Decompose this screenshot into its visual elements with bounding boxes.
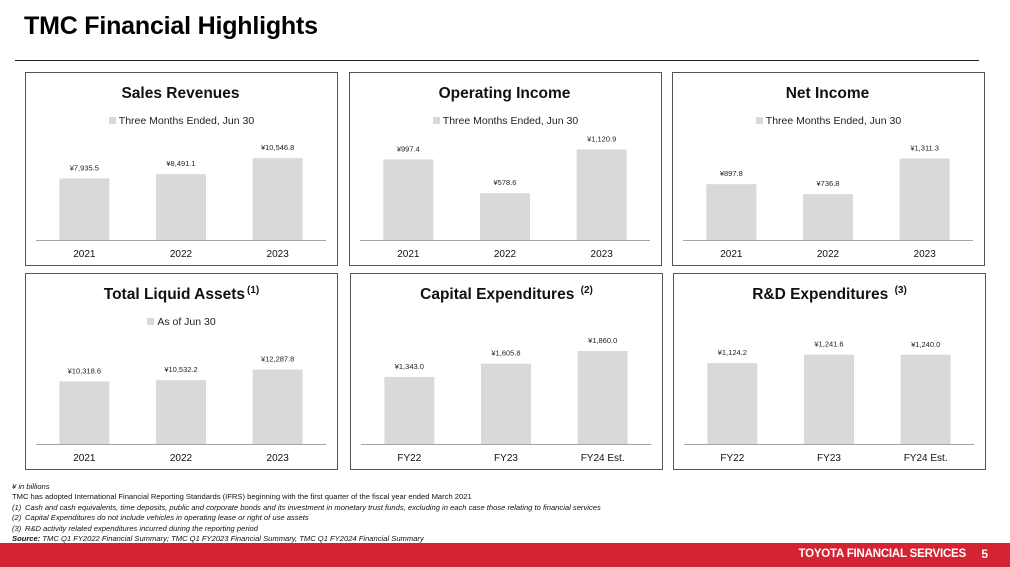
bar-fy23 (481, 363, 531, 444)
chart-panel-capital-expenditures: Capital Expenditures (2) ¥1,343.0 FY22 ¥1,… (350, 273, 663, 470)
x-tick-label: FY22 (397, 453, 421, 464)
data-label: ¥736.8 (817, 179, 840, 188)
chart-panel-sales-revenues: Sales Revenues Three Months Ended, Jun 3… (25, 72, 338, 266)
data-label: ¥1,605.8 (491, 349, 520, 358)
unit-note: ¥ in billions (12, 482, 50, 491)
bar-2021 (383, 159, 434, 240)
source-note: Source: TMC Q1 FY2022 Financial Summary;… (12, 534, 424, 544)
x-tick-label: FY23 (817, 453, 841, 464)
footer-brand: TOYOTA FINANCIAL SERVICES (798, 548, 966, 560)
x-tick-label: 2023 (591, 249, 614, 260)
bar-fy23 (804, 354, 854, 444)
footnote-3: (3) R&D activity related expenditures inc… (12, 523, 258, 533)
bar-2022 (156, 174, 206, 240)
data-label: ¥10,546.8 (261, 143, 294, 152)
chart-legend: Three Months Ended, Jun 30 (350, 115, 661, 127)
data-label: ¥1,120.9 (587, 134, 616, 143)
x-tick-label: 2023 (267, 453, 290, 464)
chart-title: Operating Income (438, 85, 571, 102)
x-tick-label: 2023 (914, 249, 937, 260)
data-label: ¥1,124.2 (718, 348, 747, 357)
x-tick-label: FY24 Est. (581, 453, 625, 464)
footnote-2: (2) Capital Expenditures do not include v… (12, 513, 309, 523)
data-label: ¥997.4 (397, 144, 420, 153)
chart-legend: As of Jun 30 (26, 316, 337, 328)
data-label: ¥578.6 (494, 178, 517, 187)
data-label: ¥10,532.2 (164, 365, 197, 374)
bar-chart-svg: ¥1,343.0 FY22 ¥1,605.8 FY23 ¥1,860.0 FY24 Est… (361, 336, 651, 464)
chart-legend: Three Months Ended, Jun 30 (673, 115, 984, 127)
x-tick-label: 2021 (73, 249, 96, 260)
chart-title: Sales Revenues (121, 85, 240, 102)
data-label: ¥12,287.8 (261, 355, 294, 364)
bar-2021 (706, 184, 757, 240)
footnotes: ¥ in billions TMC has adopted Internatio… (12, 482, 601, 544)
footer-bar: TOYOTA FINANCIAL SERVICES 5 (0, 543, 1010, 567)
data-label: ¥1,311.3 (910, 143, 939, 152)
bar-chart-svg: ¥10,318.6 2021 ¥10,532.2 2022 ¥12,287.8 2023 (36, 355, 326, 464)
chart-panel-rd-expenditures: R&D Expenditures (3) ¥1,124.2 FY22 ¥1,241.… (673, 273, 986, 470)
legend-swatch (755, 117, 763, 124)
data-label: ¥897.8 (720, 169, 743, 178)
legend-swatch (432, 117, 440, 124)
x-tick-label: 2022 (170, 249, 193, 260)
legend-swatch (147, 318, 155, 325)
x-tick-label: FY23 (494, 453, 518, 464)
bar-fy24-est- (900, 354, 951, 444)
footnote-1: (1) Cash and cash equivalents, time depos… (12, 502, 601, 512)
data-label: ¥8,491.1 (166, 159, 195, 168)
bar-chart-svg: ¥997.4 2021 ¥578.6 2022 ¥1,120.9 2023 (360, 134, 650, 260)
bar-2022 (156, 380, 206, 444)
chart-panel-total-liquid-assets: Total Liquid Assets (1) As of Jun 30 ¥10,… (25, 273, 338, 470)
chart-title: Capital Expenditures (2) (420, 285, 593, 303)
chart-title: Total Liquid Assets (1) (103, 285, 260, 303)
data-label: ¥1,860.0 (588, 336, 617, 345)
bar-chart-svg: ¥7,935.5 2021 ¥8,491.1 2022 ¥10,546.8 2023 (36, 143, 326, 260)
x-tick-label: FY22 (720, 453, 744, 464)
chart-panel-net-income: Net Income Three Months Ended, Jun 30 ¥8… (672, 72, 985, 266)
chart-title: R&D Expenditures (3) (752, 285, 907, 303)
page-title: TMC Financial Highlights (24, 12, 318, 40)
bar-2021 (59, 381, 110, 444)
x-tick-label: 2021 (720, 249, 743, 260)
ifrs-note: TMC has adopted International Financial … (12, 492, 472, 502)
x-tick-label: 2022 (817, 249, 840, 260)
chart-title: Net Income (785, 85, 870, 102)
page-number: 5 (981, 547, 988, 561)
bar-chart-svg: ¥897.8 2021 ¥736.8 2022 ¥1,311.3 2023 (683, 143, 973, 260)
bar-fy22 (707, 363, 758, 444)
x-tick-label: 2021 (73, 453, 96, 464)
bar-fy24-est- (577, 351, 628, 444)
data-label: ¥1,343.0 (395, 362, 424, 371)
bar-chart-svg: ¥1,124.2 FY22 ¥1,241.6 FY23 ¥1,240.0 FY24 Est… (684, 340, 974, 464)
bar-2022 (803, 194, 853, 240)
x-tick-label: 2022 (170, 453, 193, 464)
x-tick-label: 2021 (397, 249, 420, 260)
title-divider (15, 60, 979, 61)
bar-2021 (59, 178, 110, 240)
bar-fy22 (384, 376, 435, 444)
bar-2022 (480, 193, 530, 240)
x-tick-label: 2023 (267, 249, 290, 260)
bar-2023 (252, 158, 303, 240)
bar-2023 (576, 149, 627, 240)
bar-2023 (899, 158, 950, 240)
x-tick-label: 2022 (494, 249, 517, 260)
chart-panel-operating-income: Operating Income Three Months Ended, Jun… (349, 72, 662, 266)
legend-swatch (108, 117, 116, 124)
data-label: ¥1,241.6 (814, 340, 843, 349)
chart-legend: Three Months Ended, Jun 30 (26, 115, 337, 127)
x-tick-label: FY24 Est. (904, 453, 948, 464)
data-label: ¥7,935.5 (70, 163, 99, 172)
bar-2023 (252, 369, 303, 444)
data-label: ¥1,240.0 (911, 340, 940, 349)
data-label: ¥10,318.6 (68, 366, 101, 375)
